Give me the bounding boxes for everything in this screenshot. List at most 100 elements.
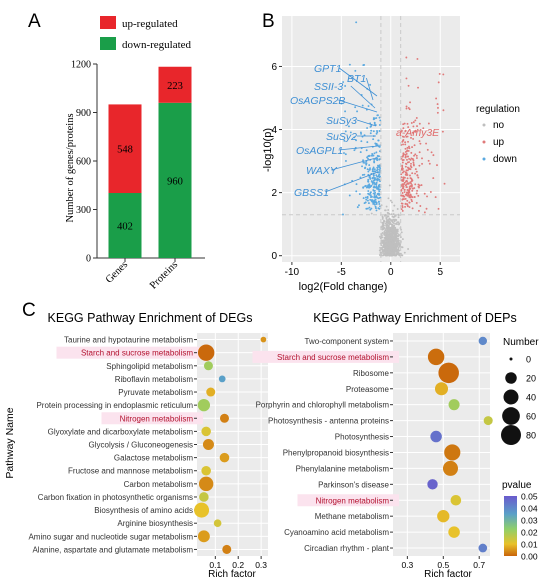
data-point [381,217,384,220]
data-point [416,174,419,177]
data-point [395,245,398,248]
highlight-band [297,494,399,507]
kegg-degs-chart: KEGG Pathway Enrichment of DEGs Taurine … [4,311,268,580]
pathway-label: Sphingolipid metabolism [106,362,193,371]
data-point [386,228,389,231]
data-point [359,176,362,179]
data-point [383,226,386,229]
data-point [388,234,391,237]
data-point [358,204,360,207]
data-point [391,229,394,232]
data-point [378,116,381,119]
data-point [422,127,425,130]
data-point [406,204,409,207]
data-point [397,235,399,238]
data-point [407,190,410,193]
data-point [385,216,388,219]
data-point [437,207,440,210]
data-point [371,152,374,155]
data-point [404,130,407,133]
bar-down [158,102,192,258]
bar-value-label: 960 [167,176,183,187]
data-point [406,173,409,176]
data-point [418,151,421,154]
data-point [411,172,414,175]
data-point [411,187,414,190]
data-point [365,149,368,152]
data-point [402,123,405,126]
annotation-leader [338,99,378,113]
data-point [369,192,372,195]
data-point [402,152,405,155]
data-point [403,135,405,138]
data-point [366,168,369,171]
data-point [353,149,356,152]
data-point [389,199,392,202]
size-legend-dot [501,425,521,445]
data-point [417,185,420,188]
data-point [386,254,389,256]
data-point [400,208,403,211]
legend-label-down: down-regulated [122,39,192,51]
data-point [388,237,391,240]
data-point [381,241,384,243]
data-point [412,161,415,164]
data-point [400,246,403,248]
data-point [419,205,422,207]
data-point [414,153,417,156]
data-point [387,246,390,249]
highlight-band [252,350,399,363]
data-point [401,164,404,167]
data-point [406,180,409,183]
data-point [412,125,415,128]
data-point [392,235,394,238]
data-point [373,196,376,199]
data-point [373,168,376,171]
data-point [403,181,406,184]
data-point [378,176,381,179]
data-point [415,117,418,119]
pathway-label: Methane metabolism [315,512,390,521]
data-point [395,232,398,235]
data-point [366,127,369,129]
data-point [406,169,409,172]
data-point [400,231,403,234]
data-point [414,183,417,186]
y-axis-label: -log10(p) [262,128,274,172]
data-point [406,199,409,202]
data-point [400,129,403,132]
annotation-leader [350,85,376,109]
data-point [436,111,439,114]
data-point [368,185,371,188]
data-point [410,195,413,198]
gene-annotation: SSII-3 [314,81,343,93]
data-point [391,250,394,253]
pathway-label: Alanine, aspartate and glutamate metabol… [32,545,193,554]
data-point [369,194,372,197]
data-point [416,58,419,60]
data-point [387,253,390,256]
data-point [395,252,398,255]
pvalue-colorbar [504,496,517,556]
data-point [405,183,408,186]
data-point [382,228,385,231]
legend-dot [482,157,486,161]
pvalue-tick-label: 0.03 [521,516,538,526]
data-point [402,143,404,146]
data-point [405,169,408,172]
data-point [408,157,411,160]
data-point [361,165,363,168]
data-point [378,207,381,210]
data-point [404,202,407,205]
data-point [373,199,376,202]
data-point [372,189,375,191]
y-tick-label: 6 [271,62,277,73]
chart-title: KEGG Pathway Enrichment of DEGs [48,311,253,325]
data-point [390,238,393,241]
size-legend-label: 0 [526,355,531,365]
data-point [354,69,357,72]
data-point [356,206,359,209]
data-point [367,105,370,108]
data-point [403,191,406,193]
